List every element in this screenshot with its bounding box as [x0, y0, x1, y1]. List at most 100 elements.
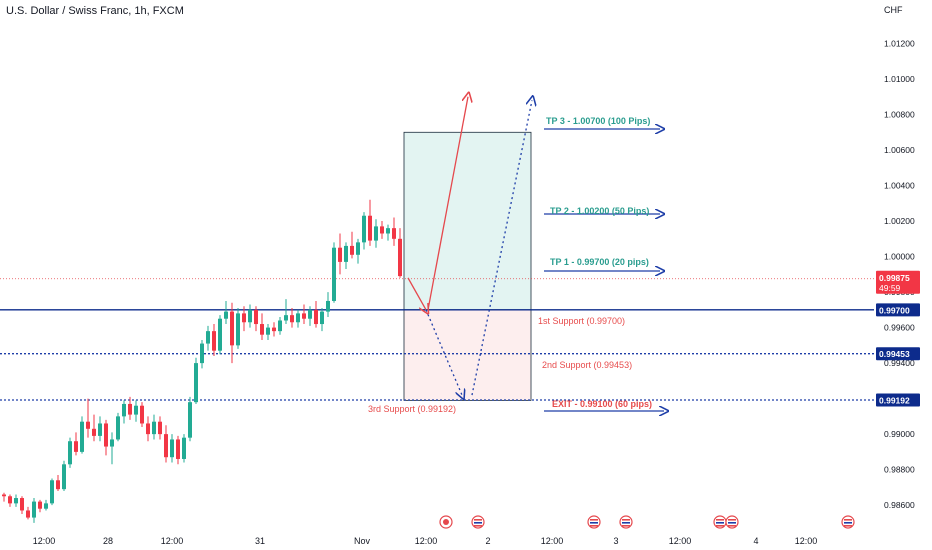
candle-body [356, 242, 360, 255]
flag-stripe [622, 525, 630, 527]
candle-body [290, 315, 294, 323]
candle-body [350, 245, 354, 255]
candle-body [314, 309, 318, 325]
candles [2, 199, 402, 523]
flag-icon [587, 515, 601, 529]
support-levels [0, 278, 874, 401]
candle-body [230, 311, 234, 346]
annotation-label: TP 2 - 1.00200 (50 Pips) [550, 206, 649, 216]
x-tick-label: 31 [255, 536, 265, 546]
flag-stripe [622, 522, 630, 524]
drawings: TP 3 - 1.00700 (100 Pips) TP 2 - 1.00200 … [368, 97, 664, 414]
candle-body [266, 327, 270, 335]
candle-body [254, 309, 258, 325]
candle-body [128, 403, 132, 415]
x-tick-label: 12:00 [33, 536, 56, 546]
dotted-up-path [471, 100, 532, 396]
candle-body [200, 343, 204, 364]
x-tick-label: 12:00 [795, 536, 818, 546]
level-price-tag [876, 303, 920, 317]
candle-body [398, 238, 402, 277]
candle-body [74, 441, 78, 452]
candle-body [302, 313, 306, 319]
y-tick-label: 1.00800 [884, 110, 915, 120]
y-tick-label: 1.01000 [884, 74, 915, 84]
candle-body [164, 434, 168, 458]
currency-label: CHF [884, 5, 903, 15]
flag-stripe [474, 519, 482, 521]
axes: 1.01200 1.01000 1.00800 1.00600 1.00400 1.002… [33, 39, 920, 546]
candle-body [260, 324, 264, 335]
y-tick-label: 0.99000 [884, 429, 915, 439]
candle-body [158, 421, 162, 435]
x-tick-label: Nov [354, 536, 371, 546]
x-tick-label: 12:00 [541, 536, 564, 546]
annotation-label: 2nd Support (0.99453) [542, 360, 632, 370]
candle-body [110, 439, 114, 447]
flag-stripe [474, 525, 482, 527]
candle-body [26, 510, 30, 518]
loss-zone [403, 309, 532, 401]
level-price-label: 0.99700 [879, 305, 910, 315]
candle-body [116, 416, 120, 440]
candle-body [182, 437, 186, 459]
x-tick-label: 12:00 [415, 536, 438, 546]
candle-body [140, 405, 144, 424]
y-tick-label: 0.99600 [884, 323, 915, 333]
event-marker-icon [439, 515, 453, 529]
annotation-label: TP 1 - 0.99700 (20 pips) [550, 257, 649, 267]
flag-stripe [716, 525, 724, 527]
flag-stripe [474, 522, 482, 524]
candle-body [296, 313, 300, 323]
current-price-label: 0.99875 [879, 273, 910, 283]
candle-body [2, 494, 6, 497]
flag-icon [841, 515, 855, 529]
candle-body [14, 498, 18, 504]
y-tick-label: 1.00600 [884, 145, 915, 155]
x-tick-label: 4 [753, 536, 758, 546]
level-price-label: 0.99192 [879, 396, 910, 406]
flag-stripe [622, 519, 630, 521]
candle-body [242, 313, 246, 323]
flag-stripe [590, 522, 598, 524]
candle-body [386, 228, 390, 234]
candle-body [146, 423, 150, 435]
candle-body [122, 403, 126, 417]
candle-body [368, 215, 372, 241]
candle-body [194, 363, 198, 403]
flag-stripe [844, 522, 852, 524]
flag-stripe [844, 519, 852, 521]
candle-body [176, 439, 180, 459]
candle-body [152, 421, 156, 435]
x-tick-label: 12:00 [669, 536, 692, 546]
y-tick-label: 0.98600 [884, 500, 915, 510]
candle-body [272, 327, 276, 332]
flag-icon [471, 515, 485, 529]
y-tick-label: 1.01200 [884, 39, 915, 49]
chart-title: U.S. Dollar / Swiss Franc, 1h, FXCM [6, 5, 184, 17]
flag-stripe [590, 525, 598, 527]
candle-body [278, 320, 282, 332]
candle-body [98, 423, 102, 436]
profit-zone [403, 131, 532, 311]
candle-body [284, 315, 288, 321]
candle-body [374, 226, 378, 241]
candle-body [206, 331, 210, 344]
candle-body [62, 464, 66, 490]
candle-body [170, 439, 174, 458]
flag-icon [725, 515, 739, 529]
candle-body [86, 421, 90, 429]
dotted-down-path [425, 309, 462, 395]
x-tick-label: 28 [103, 536, 113, 546]
y-tick-label: 0.99400 [884, 358, 915, 368]
flag-stripe [844, 525, 852, 527]
candle-body [38, 501, 42, 509]
flag-stripe [590, 519, 598, 521]
candle-body [218, 318, 222, 351]
y-tick-label: 1.00200 [884, 216, 915, 226]
flag-stripe [716, 522, 724, 524]
candle-body [212, 331, 216, 351]
up-arrow-tp3 [427, 97, 468, 310]
